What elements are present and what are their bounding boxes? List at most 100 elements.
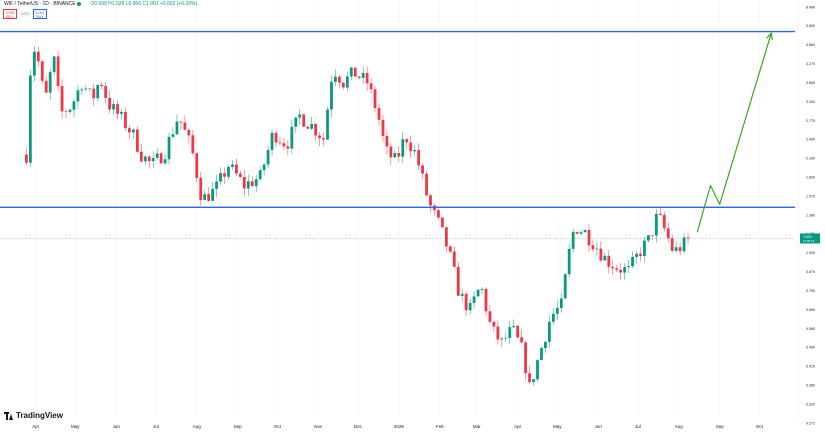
candle-body (72, 101, 76, 110)
candle-body (345, 76, 349, 88)
x-tick-label: Nov (314, 424, 323, 429)
sell-price: 1.000 (5, 11, 15, 15)
candle-body (219, 173, 222, 182)
candle-body (231, 164, 234, 167)
candle-body (159, 153, 163, 164)
candle-body (242, 176, 246, 189)
candle-body (278, 142, 282, 144)
candle-body (128, 128, 131, 133)
candle-body (215, 181, 218, 189)
buy-button[interactable]: 1.001 BUY (33, 9, 47, 19)
candle-body (619, 269, 623, 273)
candle-body (401, 139, 405, 157)
candle-body (40, 61, 44, 81)
tradingview-logo-icon (4, 411, 13, 420)
x-tick-label: Sep (716, 424, 725, 429)
candle-body (187, 129, 191, 136)
candle-body (318, 135, 321, 139)
candle-body (238, 173, 242, 177)
y-tick-label: 0.870 (806, 270, 815, 274)
candle-body (627, 266, 630, 268)
candle-body (623, 267, 627, 273)
candle-body (266, 149, 270, 165)
candle-body (674, 247, 678, 251)
candle-body (579, 232, 583, 234)
candle-body (179, 121, 183, 123)
candle-body (464, 293, 468, 311)
candle-body (163, 159, 167, 164)
last-price-label: 1.001 (803, 235, 812, 239)
candle-body (270, 132, 274, 150)
x-tick-label: May (553, 424, 562, 429)
x-tick-label: Apr (514, 424, 522, 429)
candle-body (639, 253, 642, 257)
x-tick-label: Sep (234, 424, 243, 429)
chart-legend[interactable]: WIF / TetherUS · 1D · BINANCE O0.999 H1.… (4, 1, 197, 7)
candle-body (32, 51, 36, 76)
candle-body (409, 142, 413, 152)
candle-body (437, 210, 440, 218)
price-axis[interactable]: 6.400 5.600 4.860 4.270 3.660 3.200 2.770 2.400… (800, 5, 820, 425)
candle-body (207, 194, 211, 201)
time-axis[interactable]: Apr May Jun Jul Aug Sep Oct Nov Dec 2025 Feb Mar Apr… (32, 424, 763, 429)
candle-body (120, 111, 123, 114)
y-tick-label: 5.600 (806, 24, 815, 28)
x-tick-label: Oct (756, 424, 764, 429)
spread-value: 0.001 (20, 12, 30, 16)
candle-body (92, 88, 96, 99)
y-tick-label: 2.400 (806, 138, 815, 142)
candle-body (551, 313, 555, 322)
candle-body (116, 104, 119, 114)
projection-arrowhead (766, 31, 773, 41)
candle-body (456, 266, 460, 296)
projection-arrow[interactable] (696, 31, 773, 233)
buy-label: BUY (36, 15, 44, 19)
horizontal-levels[interactable] (0, 30, 795, 239)
y-tick-label: 1.380 (806, 213, 815, 217)
x-tick-label: Aug (193, 424, 202, 429)
candle-body (678, 247, 682, 252)
ohlc-values: O0.999 H1.026 L0.966 C1.001 +0.002 (+0.2… (90, 1, 198, 7)
x-tick-label: Jul (153, 424, 159, 429)
candle-body (80, 89, 84, 91)
candle-body (599, 248, 603, 261)
candle-body (441, 217, 444, 228)
candle-body (108, 97, 111, 110)
candle-body (615, 268, 619, 270)
plot-area[interactable] (0, 0, 795, 418)
candle-body (155, 153, 159, 158)
candle-body (460, 293, 464, 296)
candle-body (444, 227, 448, 247)
y-tick-label: 3.200 (806, 100, 815, 104)
y-tick-label: 0.360 (806, 383, 815, 387)
candle-body (547, 321, 551, 342)
candle-body (258, 170, 262, 180)
candle-body (425, 173, 428, 196)
x-tick-label: Jun (595, 424, 603, 429)
candle-body (361, 72, 365, 78)
candle-body (540, 348, 543, 361)
candle-body (417, 150, 421, 166)
trade-buttons: 1.000 SELL 0.001 1.001 BUY (3, 9, 47, 19)
candle-body (147, 156, 151, 162)
candle-body (298, 114, 302, 118)
y-tick-label: 0.755 (806, 289, 815, 293)
candle-body (357, 76, 361, 78)
symbol-title[interactable]: WIF / TetherUS · 1D · BINANCE (4, 1, 76, 7)
candle-body (341, 82, 345, 88)
candle-body (595, 248, 599, 250)
sell-button[interactable]: 1.000 SELL (3, 9, 17, 19)
candle-body (28, 75, 32, 163)
candle-body (413, 150, 417, 152)
tradingview-logo[interactable]: TradingView (4, 411, 63, 420)
candle-body (555, 307, 559, 314)
y-tick-label: 0.271 (806, 421, 815, 425)
y-tick-label: 0.415 (806, 365, 815, 369)
candle-body (100, 85, 104, 87)
candle-body (306, 126, 310, 129)
candle-body (254, 179, 258, 187)
candle-body (195, 153, 199, 178)
buy-price: 1.001 (35, 11, 45, 15)
candle-body (338, 76, 341, 83)
